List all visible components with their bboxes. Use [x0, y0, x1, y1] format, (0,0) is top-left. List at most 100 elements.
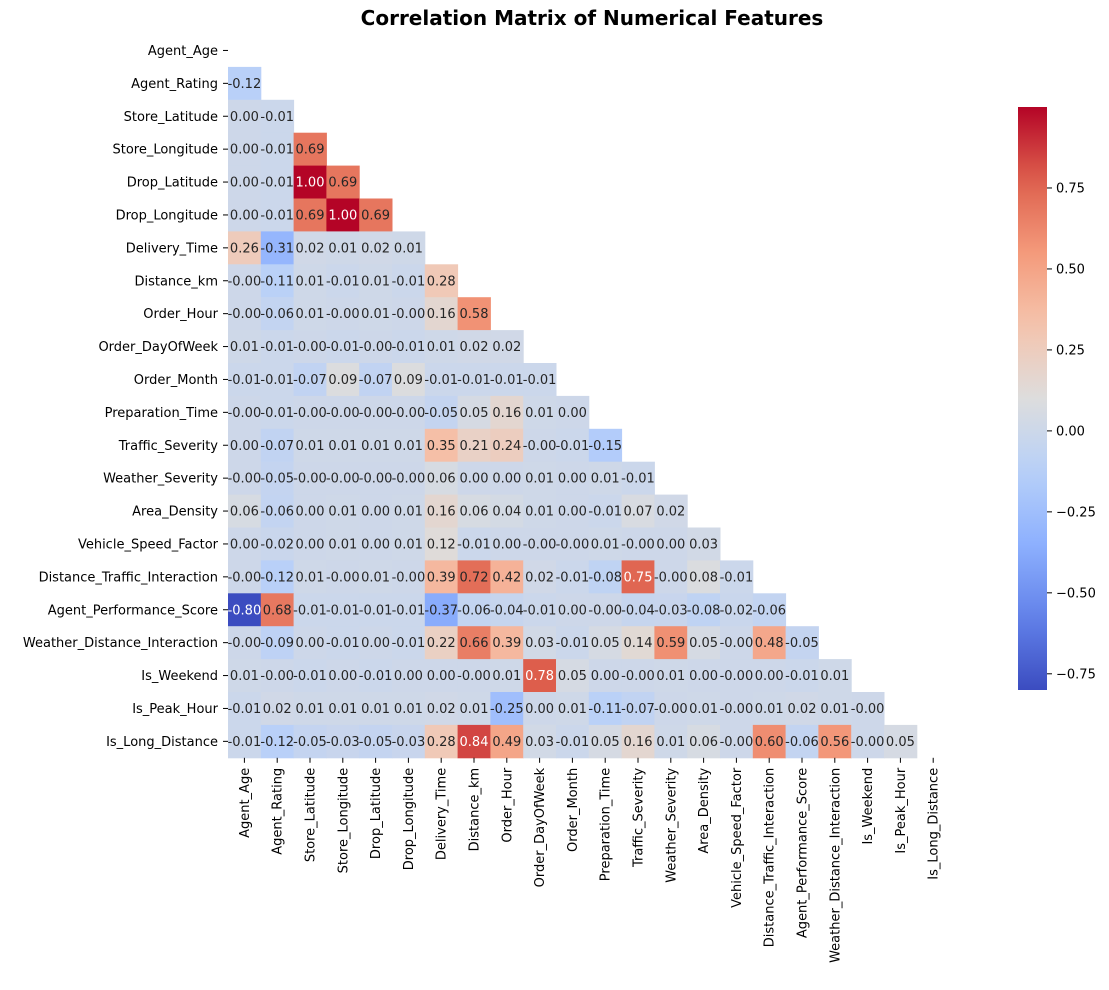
heatmap-cell-Is_Weekend-Agent_Rating [260, 659, 295, 693]
heatmap-cell-Delivery_Time-Store_Latitude [293, 231, 327, 265]
heatmap-cell-Vehicle_Speed_Factor-Order_Hour [490, 527, 524, 561]
y-tick-label: Delivery_Time [126, 241, 218, 256]
x-tick-label: Is_Peak_Hour [894, 767, 909, 853]
heatmap-cell-Order_DayOfWeek-Drop_Longitude [392, 330, 426, 364]
x-axis-tick-labels: Agent_Age Agent_Rating Store_Latitude Store… [238, 757, 942, 963]
cell-value-label: -0.01 [326, 340, 360, 355]
heatmap-cell-Traffic_Severity-Agent_Rating [260, 428, 295, 463]
heatmap-cell-Traffic_Severity-Delivery_Time [424, 428, 459, 463]
heatmap-cell-Is_Long_Distance-Order_DayOfWeek [523, 724, 557, 759]
cell-value-label: -0.01 [392, 603, 426, 618]
cell-value-label: -0.01 [326, 274, 360, 289]
cell-value-label: 0.39 [492, 636, 521, 651]
cell-value-label: 0.02 [296, 241, 325, 256]
cell-value-label: -0.00 [228, 406, 262, 421]
heatmap-cell-Weather_Distance_Interaction-Agent_Rating [260, 626, 295, 660]
cell-value-label: 0.02 [263, 702, 292, 717]
cell-value-label: 0.01 [328, 702, 357, 717]
heatmap-cell-Is_Weekend-Store_Longitude [326, 659, 360, 693]
heatmap-cell-Traffic_Severity-Store_Latitude [293, 428, 327, 463]
heatmap-cell-Distance_Traffic_Interaction-Area_Density [687, 560, 721, 594]
heatmap-cell-Agent_Performance_Score-Order_Hour [490, 593, 524, 627]
cell-value-label: -0.07 [260, 439, 294, 454]
heatmap-cell-Order_Month-Drop_Latitude [359, 363, 393, 397]
cell-value-label: -0.12 [260, 570, 294, 585]
cell-value-label: 0.21 [460, 439, 489, 454]
heatmap-cell-Order_Hour-Store_Latitude [293, 297, 327, 331]
cell-value-label: 0.00 [230, 176, 259, 191]
heatmap-cell-Vehicle_Speed_Factor-Weather_Severity [654, 527, 688, 561]
cell-value-label: -0.01 [260, 110, 294, 125]
cell-value-label: 0.08 [689, 570, 718, 585]
y-tick-label: Distance_Traffic_Interaction [39, 570, 218, 585]
heatmap-cell-Preparation_Time-Agent_Rating [260, 395, 295, 430]
cell-value-label: 0.01 [296, 439, 325, 454]
heatmap-cell-Drop_Longitude-Drop_Latitude [359, 198, 393, 232]
heatmap-cell-Order_Month-Order_Hour [490, 363, 524, 397]
cell-value-label: -0.80 [228, 603, 262, 618]
x-tick-label: Is_Long_Distance [927, 768, 942, 880]
heatmap-cell-Distance_Traffic_Interaction-Store_Longitude [326, 560, 360, 594]
cell-value-label: -0.01 [720, 570, 754, 585]
cell-value-label: -0.01 [293, 669, 327, 684]
heatmap-cell-Weather_Distance_Interaction-Preparation_Time [588, 626, 623, 660]
heatmap-cell-Distance_km-Store_Longitude [326, 264, 360, 298]
cell-value-label: -0.02 [720, 603, 754, 618]
cell-value-label: -0.00 [720, 636, 754, 651]
cell-value-label: 0.00 [492, 537, 521, 552]
cell-value-label: -0.05 [260, 472, 294, 487]
cell-value-label: 0.01 [328, 439, 357, 454]
heatmap-cell-Preparation_Time-Distance_km [457, 395, 491, 430]
x-tick-label: Agent_Age [238, 768, 253, 838]
heatmap-cell-Is_Weekend-Distance_Traffic_Interaction [752, 659, 787, 693]
heatmap-cell-Weather_Severity-Agent_Age [228, 461, 262, 496]
cell-value-label: 0.02 [427, 702, 456, 717]
y-tick-label: Drop_Latitude [127, 176, 218, 191]
cell-value-label: -0.06 [260, 505, 294, 520]
cell-value-label: -0.15 [588, 439, 622, 454]
cell-value-label: -0.00 [457, 669, 491, 684]
cell-value-label: 0.28 [427, 274, 456, 289]
cell-value-label: -0.00 [293, 406, 327, 421]
cell-value-label: 0.00 [558, 603, 587, 618]
cell-value-label: 0.02 [460, 340, 489, 355]
cell-value-label: 0.00 [361, 636, 390, 651]
cell-value-label: 0.02 [492, 340, 521, 355]
heatmap-cell-Order_DayOfWeek-Store_Latitude [293, 330, 327, 364]
cell-value-label: 0.06 [230, 505, 259, 520]
cell-value-label: -0.00 [260, 669, 294, 684]
cell-value-label: 0.01 [460, 702, 489, 717]
heatmap-cell-Store_Longitude-Agent_Rating [260, 132, 295, 167]
cell-value-label: 0.75 [624, 570, 653, 585]
cell-value-label: 0.07 [624, 505, 653, 520]
cell-value-label: 0.01 [296, 570, 325, 585]
heatmap-cell-Delivery_Time-Drop_Longitude [392, 231, 426, 265]
cell-value-label: 0.72 [460, 570, 489, 585]
cell-value-label: 0.00 [558, 505, 587, 520]
cell-value-label: 0.28 [427, 735, 456, 750]
cell-value-label: 0.02 [656, 505, 685, 520]
cell-value-label: 0.00 [361, 505, 390, 520]
heatmap-cell-Preparation_Time-Order_Month [556, 395, 590, 430]
heatmap-cell-Weather_Distance_Interaction-Vehicle_Speed_Factor [720, 626, 754, 660]
cell-value-label: 0.04 [492, 505, 521, 520]
heatmap-cell-Weather_Distance_Interaction-Drop_Longitude [392, 626, 426, 660]
heatmap-cell-Distance_Traffic_Interaction-Store_Latitude [293, 560, 327, 594]
cell-value-label: -0.05 [785, 636, 819, 651]
cell-value-label: -0.11 [260, 274, 294, 289]
cell-value-label: -0.01 [260, 340, 294, 355]
heatmap-cell-Agent_Performance_Score-Agent_Rating [260, 593, 295, 627]
cell-value-label: -0.07 [293, 373, 327, 388]
cell-value-label: 0.01 [525, 406, 554, 421]
heatmap-cell-Traffic_Severity-Drop_Latitude [359, 428, 393, 463]
cell-value-label: 0.48 [755, 636, 784, 651]
cell-value-label: -0.01 [556, 636, 590, 651]
heatmap-cell-Store_Latitude-Agent_Rating [260, 99, 295, 134]
cell-value-label: 0.05 [558, 669, 587, 684]
cell-value-label: -0.01 [556, 735, 590, 750]
cell-value-label: 0.66 [460, 636, 489, 651]
heatmap-cell-Is_Weekend-Vehicle_Speed_Factor [720, 659, 754, 693]
heatmap-cell-Order_Month-Store_Latitude [293, 363, 327, 397]
cell-value-label: 0.01 [820, 669, 849, 684]
cell-value-label: 0.68 [263, 603, 292, 618]
